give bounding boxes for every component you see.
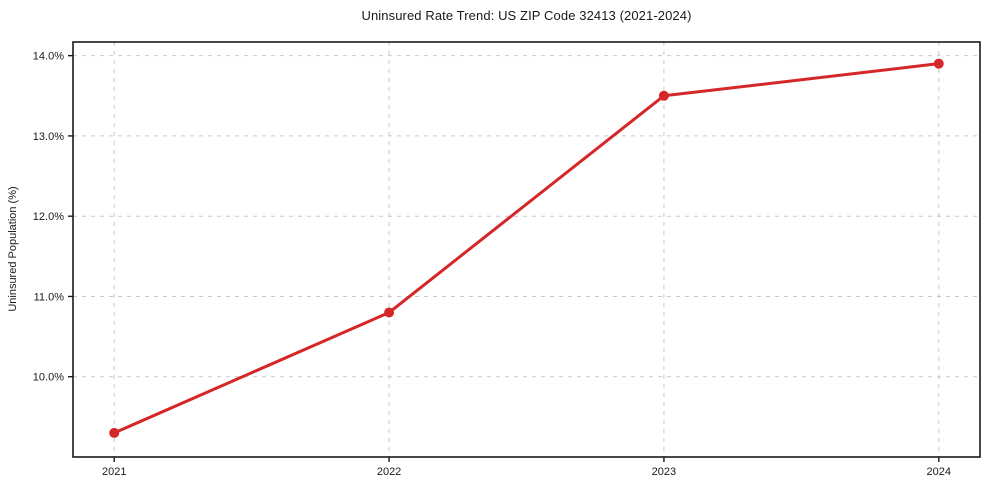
data-point-marker — [384, 307, 395, 318]
y-tick-label: 14.0% — [33, 51, 64, 63]
y-tick-label: 12.0% — [33, 211, 64, 223]
data-point-marker — [933, 58, 944, 69]
y-axis-title: Uninsured Population (%) — [7, 186, 19, 312]
x-tick-label: 2021 — [102, 466, 126, 478]
y-tick-label: 10.0% — [33, 372, 64, 384]
chart-title: Uninsured Rate Trend: US ZIP Code 32413 … — [361, 8, 692, 23]
trend-line — [112, 62, 941, 435]
y-tick-label: 13.0% — [33, 131, 64, 143]
data-point-marker — [658, 90, 669, 101]
axes-spines — [72, 41, 981, 458]
y-tick-label: 11.0% — [34, 291, 65, 303]
x-tick-label: 2024 — [927, 466, 951, 478]
x-tick-label: 2022 — [377, 466, 401, 478]
x-tick-label: 2023 — [652, 466, 676, 478]
data-point-marker — [109, 427, 120, 438]
